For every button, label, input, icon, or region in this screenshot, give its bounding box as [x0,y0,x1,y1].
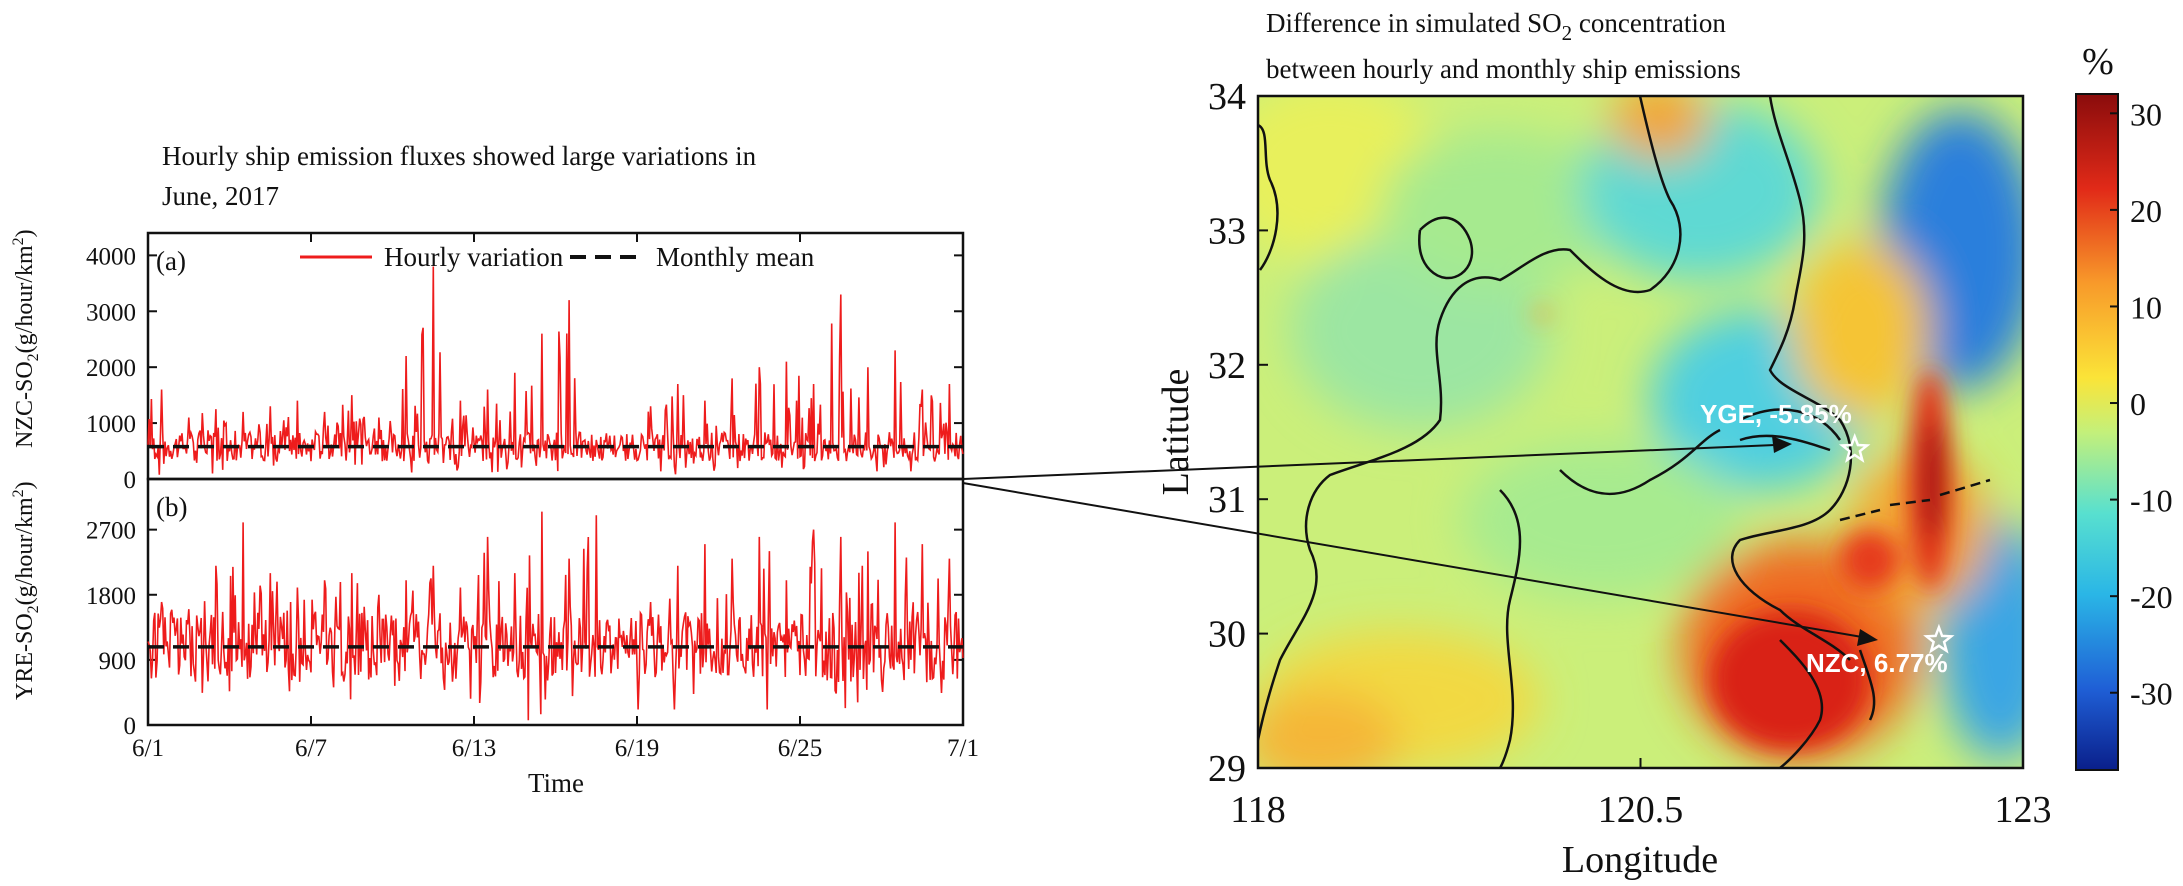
y-tick-label: 0 [124,467,137,494]
map-title-line2: between hourly and monthly ship emission… [1266,54,1741,84]
map-ylabel: Latitude [1155,369,1197,496]
arrow-to-nzc [962,482,1863,638]
y-tick-label: 900 [99,648,137,675]
map-x-tick-label: 123 [1995,789,2052,831]
arrow-to-yge [962,444,1776,480]
left-title-line1: Hourly ship emission fluxes showed large… [162,141,757,171]
map-x-tick-label: 120.5 [1598,789,1684,831]
y-tick-label: 0 [124,713,137,740]
colorbar-ticks: 30 20 10 0 -10 -20 -30 [2110,96,2173,712]
map-panel: Difference in simulated SO2 concentratio… [1155,8,2173,881]
map-y-tick-label: 31 [1208,479,1246,521]
panel-a-ylabel: NZC-SO2(g/hour/km2) [10,229,42,448]
y-tick-label: 4000 [86,243,136,270]
colorbar-tick-label: 30 [2130,96,2162,132]
arrow-head-nzc-icon [1857,629,1878,646]
map-y-tick-label: 34 [1208,76,1246,118]
x-tick-label: 6/19 [615,735,659,762]
y-tick-label: 1800 [86,583,136,610]
panel-b-ylabel: YRE-SO2(g/hour/km2) [10,481,42,700]
panel-b: 0 900 1800 2700 6/1 6/7 6/13 6/19 6/25 7/1 (b) Y… [10,233,979,798]
station-yge: YGE, -5.85% [1700,399,1871,463]
map-x-ticks: 118 120.5 123 [1230,758,2052,831]
x-tick-label: 6/7 [295,735,327,762]
left-title-line2: June, 2017 [162,181,279,211]
panel-a-series [147,266,964,475]
map-y-tick-label: 32 [1208,345,1246,387]
panel-b-series [147,511,964,721]
panel-a: 0 1000 2000 3000 4000 (a) Hourly variation M… [10,229,965,494]
colorbar-tick-label: -30 [2130,676,2173,712]
panel-b-frame [146,477,965,727]
panel-b-xlabel: Time [528,768,584,798]
station-yge-star-icon [1838,432,1871,463]
y-tick-label: 3000 [86,299,136,326]
connector-arrows [962,436,1878,646]
map-xlabel: Longitude [1562,839,1718,881]
series-hourly-variation-b [147,511,964,721]
map-y-tick-label: 33 [1208,210,1246,252]
concentration-field [1258,96,2023,768]
station-nzc-star-icon [1923,623,1955,654]
colorbar-tick-label: 20 [2130,193,2162,229]
station-nzc: NZC, 6.77% [1806,623,1955,678]
coastlines [1258,96,1991,768]
colorbar-tick-label: 0 [2130,386,2146,422]
x-tick-label: 6/13 [452,735,496,762]
panel-b-x-ticks: 6/1 6/7 6/13 6/19 6/25 7/1 [132,233,979,762]
y-tick-label: 2700 [86,518,136,545]
series-hourly-variation-a [147,266,964,475]
map-title-line1: Difference in simulated SO2 concentratio… [1266,8,1726,45]
map-y-ticks: 29 30 31 32 33 34 [1208,76,1268,790]
panel-b-label: (b) [156,492,187,522]
panel-a-label: (a) [156,246,186,276]
colorbar-tick-label: -10 [2130,483,2173,519]
colorbar [2075,93,2119,771]
map-x-tick-label: 118 [1230,789,1286,831]
colorbar-tick-label: -20 [2130,579,2173,615]
station-yge-label: YGE, -5.85% [1700,399,1852,429]
map-y-tick-label: 30 [1208,614,1246,656]
x-tick-label: 6/1 [132,735,164,762]
panel-a-y-ticks: 0 1000 2000 3000 4000 [86,243,963,494]
legend-label-mean: Monthly mean [656,242,815,272]
y-tick-label: 2000 [86,355,136,382]
panel-b-y-ticks: 0 900 1800 2700 [86,518,963,740]
arrow-head-yge-icon [1772,436,1792,453]
x-tick-label: 6/25 [778,735,822,762]
legend-label-hourly: Hourly variation [384,242,564,272]
x-tick-label: 7/1 [947,735,979,762]
y-tick-label: 1000 [86,411,136,438]
station-nzc-label: NZC, 6.77% [1806,648,1948,678]
colorbar-unit: % [2082,41,2114,83]
colorbar-tick-label: 10 [2130,289,2162,325]
map-y-tick-label: 29 [1208,748,1246,790]
